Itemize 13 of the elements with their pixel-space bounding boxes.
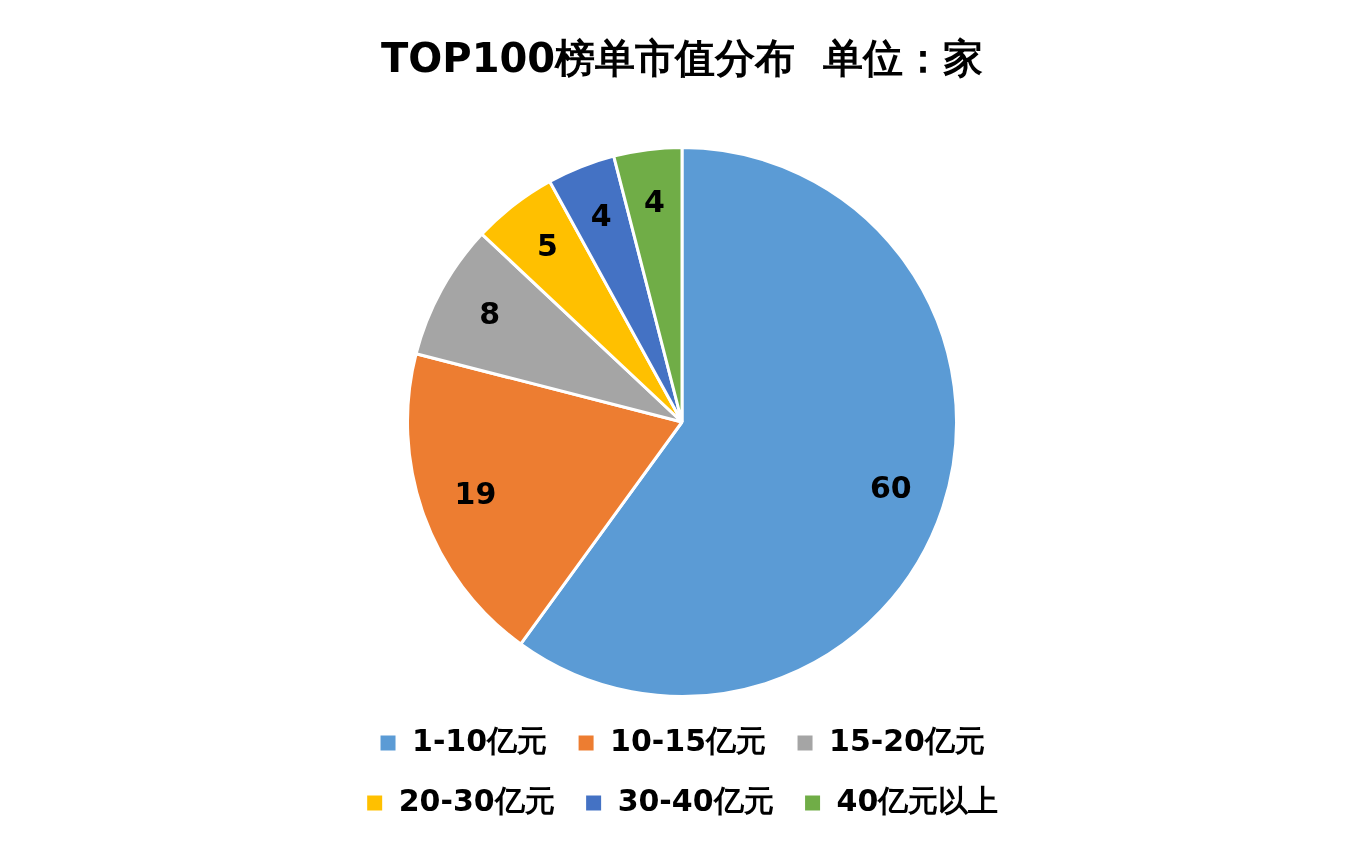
chart-title: TOP100榜单市值分布 单位：家 <box>381 35 983 82</box>
legend-label: 20-30亿元 <box>398 782 555 818</box>
legend-label: 15-20亿元 <box>829 722 985 758</box>
data-label: 5 <box>536 228 558 264</box>
legend-label: 1-10亿元 <box>412 722 548 758</box>
data-label: 8 <box>479 296 500 331</box>
legend-label: 40亿元以上 <box>836 782 999 818</box>
data-label: 4 <box>590 197 612 233</box>
legend-label: 30-40亿元 <box>617 782 774 818</box>
data-label: 4 <box>644 183 665 219</box>
data-label: 60 <box>869 469 912 505</box>
legend-label: 10-15亿元 <box>610 722 767 758</box>
data-label: 19 <box>454 476 497 512</box>
